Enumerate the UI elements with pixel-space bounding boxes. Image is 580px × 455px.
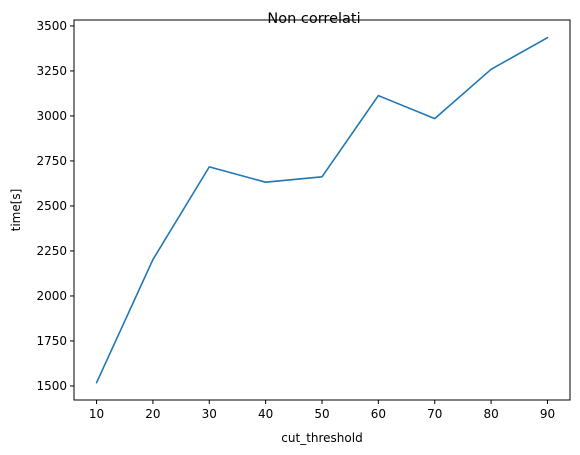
y-tick-label: 1750 [36,334,67,348]
y-tick-label: 3000 [36,109,67,123]
x-tick-label: 20 [145,407,160,421]
y-axis: 1500 1750 2000 2250 2500 2750 3000 3250 3500 [36,19,74,393]
plot-frame [73,19,571,401]
y-axis-label: time[s] [9,189,23,232]
x-tick-label: 70 [427,407,442,421]
x-tick-label: 10 [89,407,104,421]
x-tick-label: 50 [314,407,329,421]
y-tick-label: 2250 [36,244,67,258]
y-tick-label: 2500 [36,199,67,213]
y-tick-label: 3500 [36,19,67,33]
y-tick-label: 2000 [36,289,67,303]
x-tick-label: 30 [202,407,217,421]
x-tick-label: 80 [483,407,498,421]
plot-area [73,19,571,401]
y-tick-label: 2750 [36,154,67,168]
x-tick-label: 40 [258,407,273,421]
x-axis: 10 20 30 40 50 60 70 80 90 [89,400,555,421]
x-tick-label: 60 [371,407,386,421]
series-layer [95,36,549,384]
series-line [95,36,549,384]
chart-title: Non correlati [267,11,360,27]
x-tick-label: 90 [540,407,555,421]
x-axis-label: cut_threshold [281,431,362,445]
y-tick-label: 3250 [36,64,67,78]
y-tick-label: 1500 [36,379,67,393]
